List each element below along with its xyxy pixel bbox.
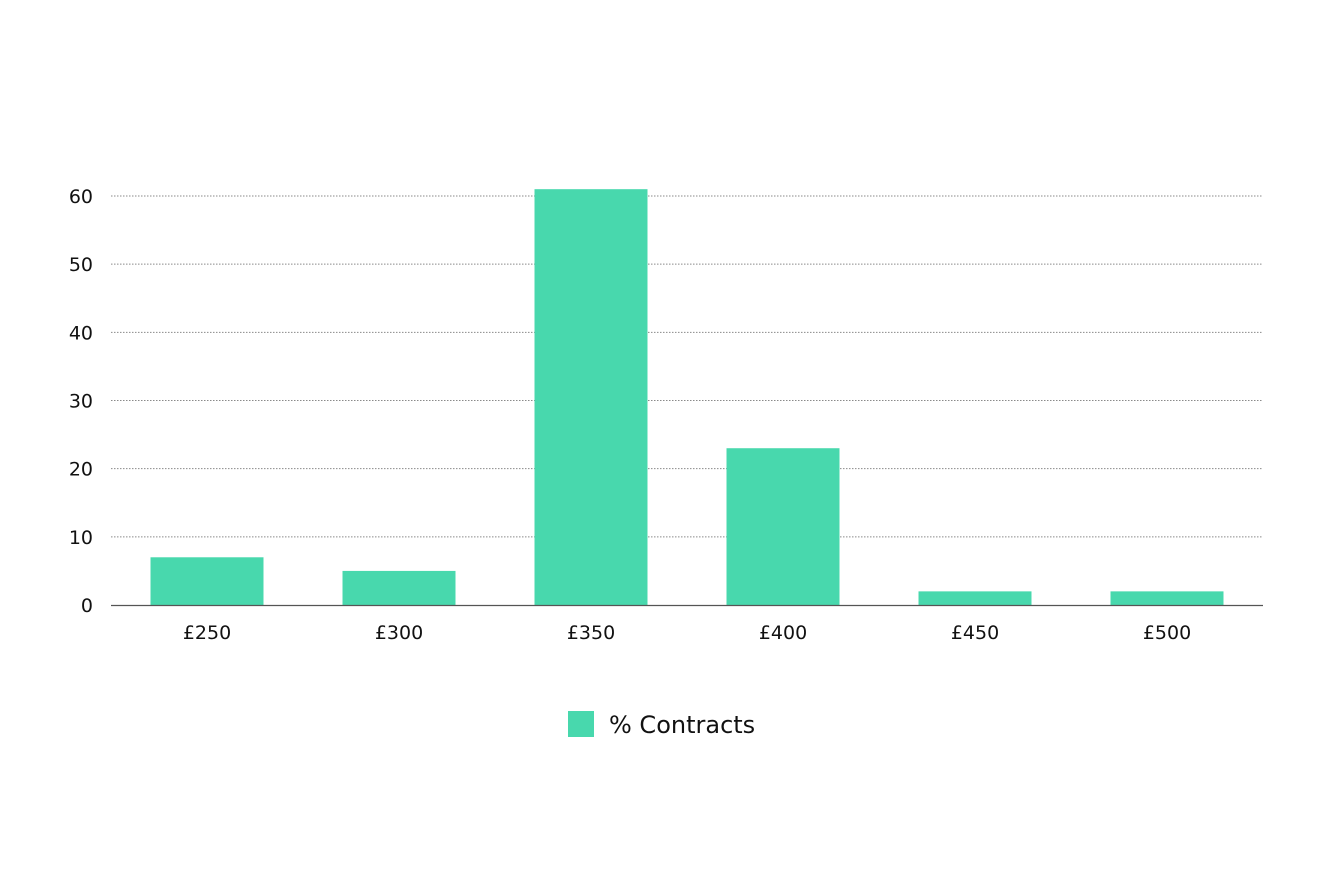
x-tick-label: £400 — [759, 622, 807, 644]
x-tick-label: £450 — [951, 622, 999, 644]
y-axis-ticks: 0 10 20 30 40 50 60 — [69, 186, 93, 617]
x-axis-ticks: £250 £300 £350 £400 £450 £500 — [183, 622, 1191, 644]
y-tick-label: 30 — [69, 391, 93, 413]
y-tick-label: 20 — [69, 459, 93, 481]
bars — [150, 189, 1224, 605]
y-tick-label: 40 — [69, 322, 93, 344]
y-tick-label: 50 — [69, 254, 93, 276]
bar — [342, 570, 456, 605]
bar — [918, 591, 1032, 605]
bar — [534, 189, 648, 605]
grid-lines — [111, 195, 1263, 538]
x-tick-label: £250 — [183, 622, 231, 644]
bar — [726, 448, 840, 605]
x-tick-label: £350 — [567, 622, 615, 644]
y-tick-label: 60 — [69, 186, 93, 208]
x-tick-label: £300 — [375, 622, 423, 644]
y-tick-label: 10 — [69, 527, 93, 549]
bar — [150, 557, 264, 605]
legend-swatch — [568, 711, 594, 737]
legend: % Contracts — [568, 711, 755, 739]
x-tick-label: £500 — [1143, 622, 1191, 644]
bar — [1110, 591, 1224, 605]
y-tick-label: 0 — [81, 595, 93, 617]
legend-label: % Contracts — [609, 711, 755, 739]
